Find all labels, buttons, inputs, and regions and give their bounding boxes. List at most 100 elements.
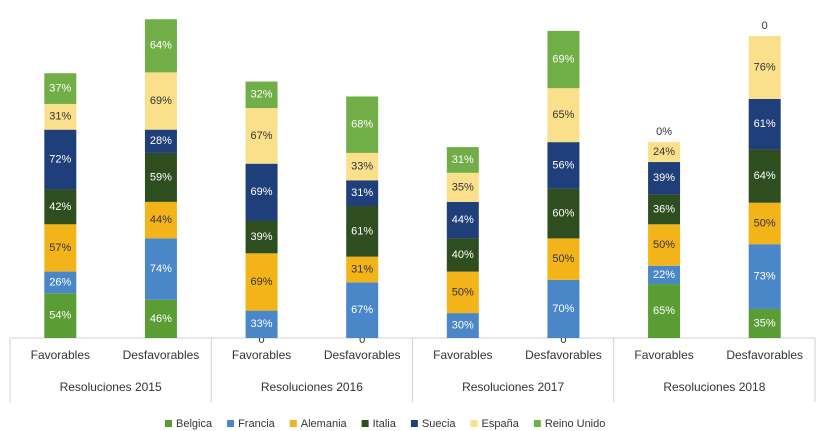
data-label: 46% (150, 313, 172, 325)
bar-segment (245, 220, 278, 254)
bar-segment (547, 238, 580, 280)
data-label: 70% (552, 303, 574, 315)
data-label: 44% (150, 214, 172, 226)
legend-swatch (227, 420, 235, 427)
data-label: 76% (754, 61, 776, 73)
legend-swatch (470, 420, 478, 427)
data-label: 31% (452, 154, 474, 166)
data-label: 0 (259, 334, 265, 346)
x-tick-label: Desfavorables (123, 348, 200, 362)
bar-segment (446, 172, 479, 202)
data-label: 69% (150, 95, 172, 107)
bar-segment (44, 224, 77, 272)
bar-segment (748, 202, 781, 245)
data-label: 39% (653, 172, 675, 184)
legend-label: Reino Unido (545, 418, 606, 430)
data-label: 50% (754, 217, 776, 229)
data-label: 33% (351, 161, 373, 173)
bar-segment (648, 142, 681, 163)
data-label: 39% (251, 231, 273, 243)
legend-swatch (361, 420, 369, 427)
bar-segment (346, 256, 379, 283)
data-label: 69% (251, 276, 273, 288)
bar-segment (144, 201, 177, 239)
data-label: 57% (49, 242, 71, 254)
data-label: 61% (351, 225, 373, 237)
bar-segment (446, 238, 479, 272)
data-label: 61% (754, 118, 776, 130)
data-label: 33% (251, 318, 273, 330)
bar-segment (748, 149, 781, 203)
bar-segment (44, 189, 77, 225)
bar-segment (346, 96, 379, 153)
bar-segment (144, 19, 177, 73)
data-label: 40% (452, 249, 474, 261)
bar-segment (648, 162, 681, 195)
data-label: 50% (552, 253, 574, 265)
bar-segment (44, 129, 77, 190)
data-label: 35% (452, 181, 474, 193)
group-label: Resoluciones 2016 (261, 380, 363, 394)
legend-swatch (165, 420, 172, 427)
data-label: 0 (560, 334, 566, 346)
bar-segment (748, 35, 781, 99)
bar-segment (446, 201, 479, 239)
legend-swatch (289, 420, 297, 427)
bar-segment (446, 313, 479, 338)
bar-segment (346, 282, 379, 338)
legend-label: Francia (238, 418, 276, 430)
data-label: 64% (754, 170, 776, 182)
bar-segment (748, 244, 781, 309)
data-label: 74% (150, 263, 172, 275)
data-label: 35% (754, 317, 776, 329)
legend-swatch (533, 420, 541, 427)
data-label: 0 (762, 20, 768, 32)
data-label: 68% (351, 119, 373, 131)
x-tick-label: Desfavorables (324, 348, 401, 362)
x-tick-label: Favorables (634, 348, 693, 362)
bar-segment (547, 88, 580, 143)
bar-segment (547, 30, 580, 89)
legend-label: Belgica (176, 418, 213, 430)
bar-segment (648, 284, 681, 338)
data-label: 31% (49, 111, 71, 123)
data-label: 42% (49, 201, 71, 213)
data-label: 64% (150, 40, 172, 52)
bar-segment (44, 293, 77, 338)
bar-segment (144, 238, 177, 300)
data-label: 31% (351, 263, 373, 275)
legend-label: Alemania (301, 418, 348, 430)
bar-segment (144, 152, 177, 202)
data-label: 26% (49, 276, 71, 288)
data-label: 67% (251, 130, 273, 142)
data-label: 69% (552, 53, 574, 65)
data-label: 0 (359, 334, 365, 346)
x-tick-label: Desfavorables (726, 348, 803, 362)
bar-segment (245, 81, 278, 109)
bar-segment (245, 108, 278, 164)
x-tick-label: Desfavorables (525, 348, 602, 362)
bar-segment (446, 147, 479, 173)
x-tick-label: Favorables (31, 348, 90, 362)
bar-segment (245, 253, 278, 311)
data-label: 54% (49, 309, 71, 321)
x-tick-label: Favorables (433, 348, 492, 362)
data-label: 50% (452, 286, 474, 298)
data-label: 72% (49, 153, 71, 165)
bar-segment (144, 129, 177, 153)
data-label: 32% (251, 89, 273, 101)
bar-segment (648, 194, 681, 225)
bar-segment (648, 224, 681, 266)
bar-segment (144, 72, 177, 130)
group-label: Resoluciones 2015 (60, 380, 162, 394)
bar-segment (346, 206, 379, 257)
group-label: Resoluciones 2017 (462, 380, 564, 394)
data-label: 65% (552, 109, 574, 121)
bar-segment (547, 188, 580, 239)
data-label: 44% (452, 214, 474, 226)
data-label: 31% (351, 187, 373, 199)
data-label: 60% (552, 207, 574, 219)
legend-label: España (482, 418, 520, 430)
data-label: 0% (656, 126, 672, 138)
